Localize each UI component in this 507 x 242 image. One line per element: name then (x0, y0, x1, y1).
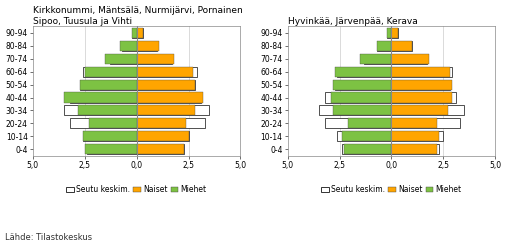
Bar (136, 118, 187, 129)
Bar (136, 41, 159, 51)
Bar (136, 144, 185, 154)
Bar (70, 118, 136, 129)
Bar (391, 28, 397, 38)
Bar (64, 106, 136, 115)
Bar (85, 144, 136, 154)
Bar (348, 118, 391, 129)
Bar (81, 80, 136, 90)
Bar (83, 131, 136, 141)
Bar (391, 131, 444, 141)
Bar (64, 92, 136, 103)
Bar (79, 106, 136, 115)
Bar (136, 106, 209, 115)
Bar (87, 144, 136, 154)
Bar (136, 80, 195, 90)
Bar (391, 118, 460, 129)
Bar (132, 28, 136, 38)
Bar (391, 67, 450, 77)
Bar (391, 144, 439, 154)
Bar (110, 54, 136, 64)
Bar (136, 54, 172, 64)
Bar (70, 92, 136, 103)
Bar (136, 92, 203, 103)
Bar (136, 80, 195, 90)
Bar (136, 54, 174, 64)
Bar (331, 92, 391, 103)
Bar (136, 131, 189, 141)
Bar (391, 92, 456, 103)
Bar (391, 92, 452, 103)
Text: Kirkkonummi, Mäntsälä, Nurmijärvi, Pornainen
Sipoo, Tuusula ja Vihti: Kirkkonummi, Mäntsälä, Nurmijärvi, Porna… (32, 6, 242, 26)
Bar (105, 54, 136, 64)
Legend: Seutu keskim., Naiset, Miehet: Seutu keskim., Naiset, Miehet (318, 182, 465, 197)
Bar (136, 41, 157, 51)
Bar (391, 131, 439, 141)
Bar (365, 54, 391, 64)
Bar (335, 80, 391, 90)
Bar (83, 131, 136, 141)
Bar (136, 144, 185, 154)
Bar (391, 144, 437, 154)
Bar (89, 118, 136, 129)
Bar (83, 67, 136, 77)
Bar (391, 80, 452, 90)
Bar (377, 41, 391, 51)
Bar (333, 80, 391, 90)
Bar (333, 106, 391, 115)
Bar (136, 106, 195, 115)
Bar (391, 80, 450, 90)
Bar (81, 80, 136, 90)
Bar (360, 54, 391, 64)
Bar (132, 28, 136, 38)
Bar (391, 54, 429, 64)
Bar (136, 118, 205, 129)
Bar (391, 67, 452, 77)
Bar (387, 28, 391, 38)
Bar (338, 67, 391, 77)
Bar (85, 67, 136, 77)
Bar (120, 41, 136, 51)
Bar (391, 28, 397, 38)
Bar (136, 28, 143, 38)
Bar (325, 118, 391, 129)
Bar (325, 92, 391, 103)
Bar (391, 106, 448, 115)
Bar (391, 106, 464, 115)
Bar (391, 41, 412, 51)
Bar (342, 131, 391, 141)
Text: Hyvinkää, Järvenpää, Kerava: Hyvinkää, Järvenpää, Kerava (287, 17, 417, 26)
Bar (136, 67, 193, 77)
Bar (335, 67, 391, 77)
Bar (136, 67, 197, 77)
Bar (391, 41, 412, 51)
Bar (338, 131, 391, 141)
Bar (377, 41, 391, 51)
Bar (342, 144, 391, 154)
Bar (136, 28, 143, 38)
Bar (391, 118, 437, 129)
Bar (136, 92, 201, 103)
Bar (122, 41, 136, 51)
Bar (344, 144, 391, 154)
Bar (387, 28, 391, 38)
Legend: Seutu keskim., Naiset, Miehet: Seutu keskim., Naiset, Miehet (63, 182, 210, 197)
Bar (136, 131, 189, 141)
Text: Lähde: Tilastokeskus: Lähde: Tilastokeskus (5, 233, 92, 242)
Bar (391, 54, 427, 64)
Bar (319, 106, 391, 115)
